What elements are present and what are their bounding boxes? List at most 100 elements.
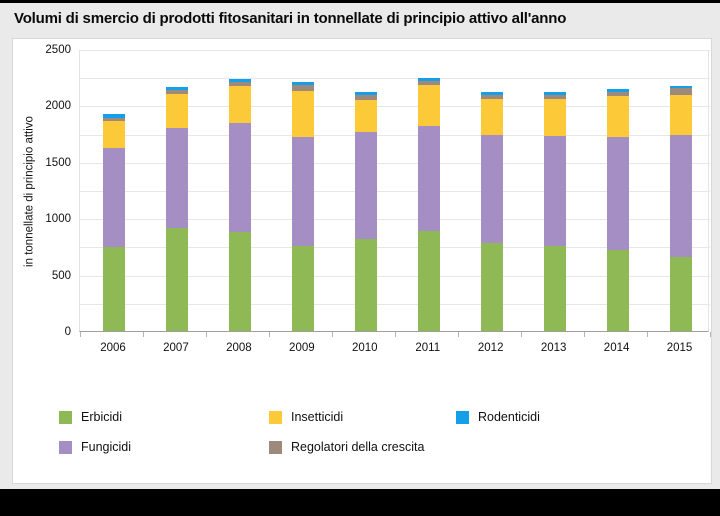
x-tick-label: 2009 — [289, 342, 315, 354]
bar-segment-2010-erbicidi — [354, 239, 377, 331]
y-tick-label: 1500 — [45, 156, 71, 169]
x-axis-tick — [269, 332, 270, 337]
bar-segment-2009-fungicidi — [291, 137, 314, 247]
gridline — [80, 247, 710, 249]
bar-segment-2007-insetticidi — [165, 93, 188, 128]
x-tick-label: 2015 — [666, 342, 693, 354]
bar-segment-2014-rodenticidi — [606, 89, 629, 92]
gridline — [80, 191, 710, 192]
bar-segment-2009-regolatori-della-crescita — [291, 84, 314, 91]
x-tick-label: 2011 — [415, 342, 441, 354]
x-axis-tick — [395, 332, 396, 337]
bar-segment-2015-fungicidi — [669, 135, 692, 257]
y-tick-label: 500 — [51, 269, 71, 282]
legend-label: Insetticidi — [291, 410, 344, 424]
legend-label: Rodenticidi — [478, 410, 540, 424]
bar-segment-2009-rodenticidi — [291, 81, 314, 85]
bar-segment-2009-insetticidi — [291, 90, 314, 137]
bar-segment-2013-erbicidi — [543, 245, 566, 331]
bar-segment-2012-erbicidi — [480, 243, 503, 331]
bar-segment-2010-rodenticidi — [354, 92, 377, 96]
bar-segment-2008-insetticidi — [228, 86, 251, 124]
regolatori-color-swatch — [269, 441, 282, 454]
bar-segment-2006-regolatori-della-crescita — [103, 117, 125, 122]
bar-segment-2006-insetticidi — [103, 121, 125, 148]
page-title: Volumi di smercio di prodotti fitosanita… — [14, 10, 567, 27]
bar-segment-2013-rodenticidi — [543, 91, 566, 95]
bar-segment-2010-insetticidi — [354, 99, 377, 132]
bar-segment-2007-regolatori-della-crescita — [165, 89, 188, 94]
gridline — [80, 106, 710, 108]
fungicidi-color-swatch — [59, 441, 72, 454]
insetticidi-color-swatch — [269, 411, 282, 424]
x-tick-label: 2012 — [477, 342, 504, 354]
chart-panel: in tonnellate di principio attivo 0 500 10… — [12, 38, 712, 484]
bar-segment-2012-fungicidi — [480, 134, 503, 244]
bar-segment-2011-regolatori-della-crescita — [417, 80, 440, 85]
y-tick-label: 2000 — [45, 100, 71, 113]
bar-segment-2011-erbicidi — [417, 231, 440, 331]
bar-segment-2007-rodenticidi — [165, 86, 188, 90]
x-tick-label: 2006 — [100, 342, 126, 354]
bar-segment-2015-erbicidi — [669, 256, 692, 331]
bar-segment-2008-regolatori-della-crescita — [228, 82, 251, 87]
bar-segment-2006-erbicidi — [103, 246, 125, 331]
gridline — [80, 219, 710, 221]
bar-segment-2013-fungicidi — [543, 136, 566, 246]
bar-segment-2008-fungicidi — [228, 123, 251, 233]
bar-segment-2008-rodenticidi — [228, 78, 251, 83]
bar-segment-2013-regolatori-della-crescita — [543, 94, 566, 99]
y-tick-label: 0 — [64, 326, 71, 338]
bar-segment-2014-regolatori-della-crescita — [606, 91, 629, 97]
x-tick-label: 2008 — [226, 342, 252, 354]
rodenticidi-color-swatch — [456, 411, 469, 424]
bar-segment-2011-fungicidi — [417, 125, 440, 232]
bar-segment-2010-regolatori-della-crescita — [354, 95, 377, 100]
bar-segment-2006-rodenticidi — [103, 114, 125, 118]
legend-label: Fungicidi — [81, 440, 132, 454]
bar-segment-2015-regolatori-della-crescita — [669, 88, 692, 96]
bar-segment-2015-rodenticidi — [669, 85, 692, 89]
x-tick-label: 2010 — [352, 342, 378, 354]
bar-segment-2012-rodenticidi — [480, 92, 503, 96]
x-tick-label: 2013 — [540, 342, 567, 354]
bar-segment-2012-regolatori-della-crescita — [480, 95, 503, 99]
y-tick-label: 2500 — [45, 44, 71, 56]
plot-area — [79, 50, 711, 337]
y-tick-label: 1000 — [45, 213, 71, 226]
legend-label: Erbicidi — [81, 410, 122, 424]
bar-segment-2009-erbicidi — [291, 246, 314, 331]
gridline — [80, 134, 710, 136]
bar-segment-2007-erbicidi — [165, 227, 188, 331]
top-border-bar — [0, 0, 720, 3]
gridline — [80, 303, 710, 305]
bar-segment-2011-rodenticidi — [417, 77, 440, 81]
x-tick-label: 2007 — [163, 342, 189, 354]
bar-segment-2012-insetticidi — [480, 98, 503, 135]
x-axis-tick — [710, 332, 711, 337]
x-axis-tick — [647, 332, 648, 337]
x-tick-label: 2014 — [603, 342, 630, 354]
bar-segment-2014-insetticidi — [606, 96, 629, 137]
bar-segment-2011-insetticidi — [417, 84, 440, 126]
footer-bar — [0, 489, 720, 516]
y-axis-title: in tonnellate di principio attivo — [23, 116, 36, 267]
gridline — [80, 162, 710, 164]
bar-segment-2013-insetticidi — [543, 98, 566, 137]
gridline — [80, 50, 710, 51]
bar-segment-2006-fungicidi — [103, 147, 125, 247]
bar-segment-2008-erbicidi — [228, 232, 251, 331]
bar-segment-2015-insetticidi — [669, 95, 692, 136]
bar-segment-2010-fungicidi — [354, 131, 377, 240]
x-axis-tick — [143, 332, 144, 337]
bar-segment-2007-fungicidi — [165, 127, 188, 228]
bar-segment-2014-erbicidi — [606, 249, 629, 331]
x-axis-tick — [332, 332, 333, 337]
x-axis-tick — [458, 332, 459, 337]
erbicidi-color-swatch — [59, 411, 72, 424]
bar-segment-2014-fungicidi — [606, 137, 629, 250]
legend-label: Regolatori della crescita — [291, 440, 425, 454]
x-axis-tick — [80, 332, 81, 337]
gridline — [80, 275, 710, 277]
x-axis-tick — [206, 332, 207, 337]
